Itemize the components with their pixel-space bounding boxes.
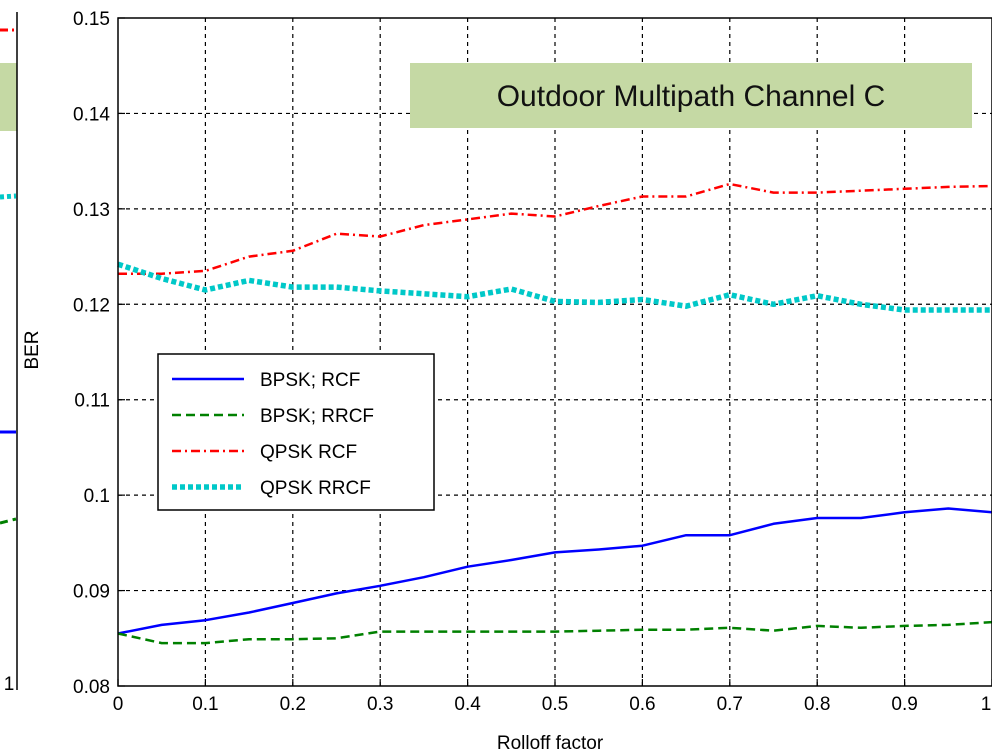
x-tick-label: 0.2 (280, 694, 306, 715)
legend-label-1: BPSK; RCF (260, 370, 360, 391)
x-axis-label: Rolloff factor (497, 733, 604, 754)
x-tick-label: 0.3 (367, 694, 393, 715)
left-panel-annotation-box (0, 63, 17, 131)
y-axis-label: BER (22, 330, 43, 369)
y-tick-label: 0.13 (73, 200, 110, 221)
x-tick-label: 0.8 (804, 694, 830, 715)
x-tick-label: 0 (113, 694, 124, 715)
series-line-2 (117, 620, 992, 645)
y-tick-label: 0.09 (73, 582, 110, 603)
plot-background (118, 18, 992, 686)
annotation-text: Outdoor Multipath Channel C (497, 80, 886, 113)
x-tick-label: 1 (981, 694, 992, 715)
x-tick-label: 0.7 (717, 694, 743, 715)
y-ticks: 0.08 0.09 0.1 0.11 0.12 0.13 0.14 0.15 (73, 9, 125, 698)
x-tick-label: 0.1 (192, 694, 218, 715)
left-panel-bpsk-rrcf-fragment (0, 517, 17, 525)
annotation-box: Outdoor Multipath Channel C (410, 63, 972, 128)
left-panel-qpsk-rrcf-fragment (0, 193, 17, 200)
series-line-1 (117, 507, 992, 635)
legend-label-3: QPSK RCF (260, 442, 357, 463)
x-tick-label: 0.5 (542, 694, 568, 715)
y-tick-label: 0.12 (73, 295, 110, 316)
legend: BPSK; RCF BPSK; RRCF QPSK RCF QPSK RRCF (157, 353, 435, 511)
y-tick-label: 0.15 (73, 9, 110, 30)
y-tick-label: 0.11 (74, 391, 110, 412)
left-cropped-panel: 1 (0, 12, 18, 695)
y-tick-label: 0.1 (84, 486, 110, 507)
legend-label-4: QPSK RRCF (260, 478, 371, 499)
plot-area: 0 0.1 0.2 0.3 0.4 0.5 0.6 0.7 0.8 0.9 1 0.080.090.… (73, 9, 992, 715)
legend-label-2: BPSK; RRCF (260, 406, 374, 427)
x-tick-label: 0.6 (629, 694, 655, 715)
y-tick-label: 0.14 (73, 104, 110, 125)
y-tick-label: 0.08 (73, 677, 110, 698)
x-tick-label: 0.9 (891, 694, 917, 715)
series-layer (117, 182, 992, 645)
annotation-background (410, 63, 972, 128)
x-tick-label: 0.4 (454, 694, 481, 715)
x-ticks: 0 0.1 0.2 0.3 0.4 0.5 0.6 0.7 0.8 0.9 1 (113, 679, 992, 715)
series-line-3 (118, 182, 992, 275)
series-line-4 (117, 261, 992, 313)
left-panel-tick: 1 (4, 674, 15, 695)
